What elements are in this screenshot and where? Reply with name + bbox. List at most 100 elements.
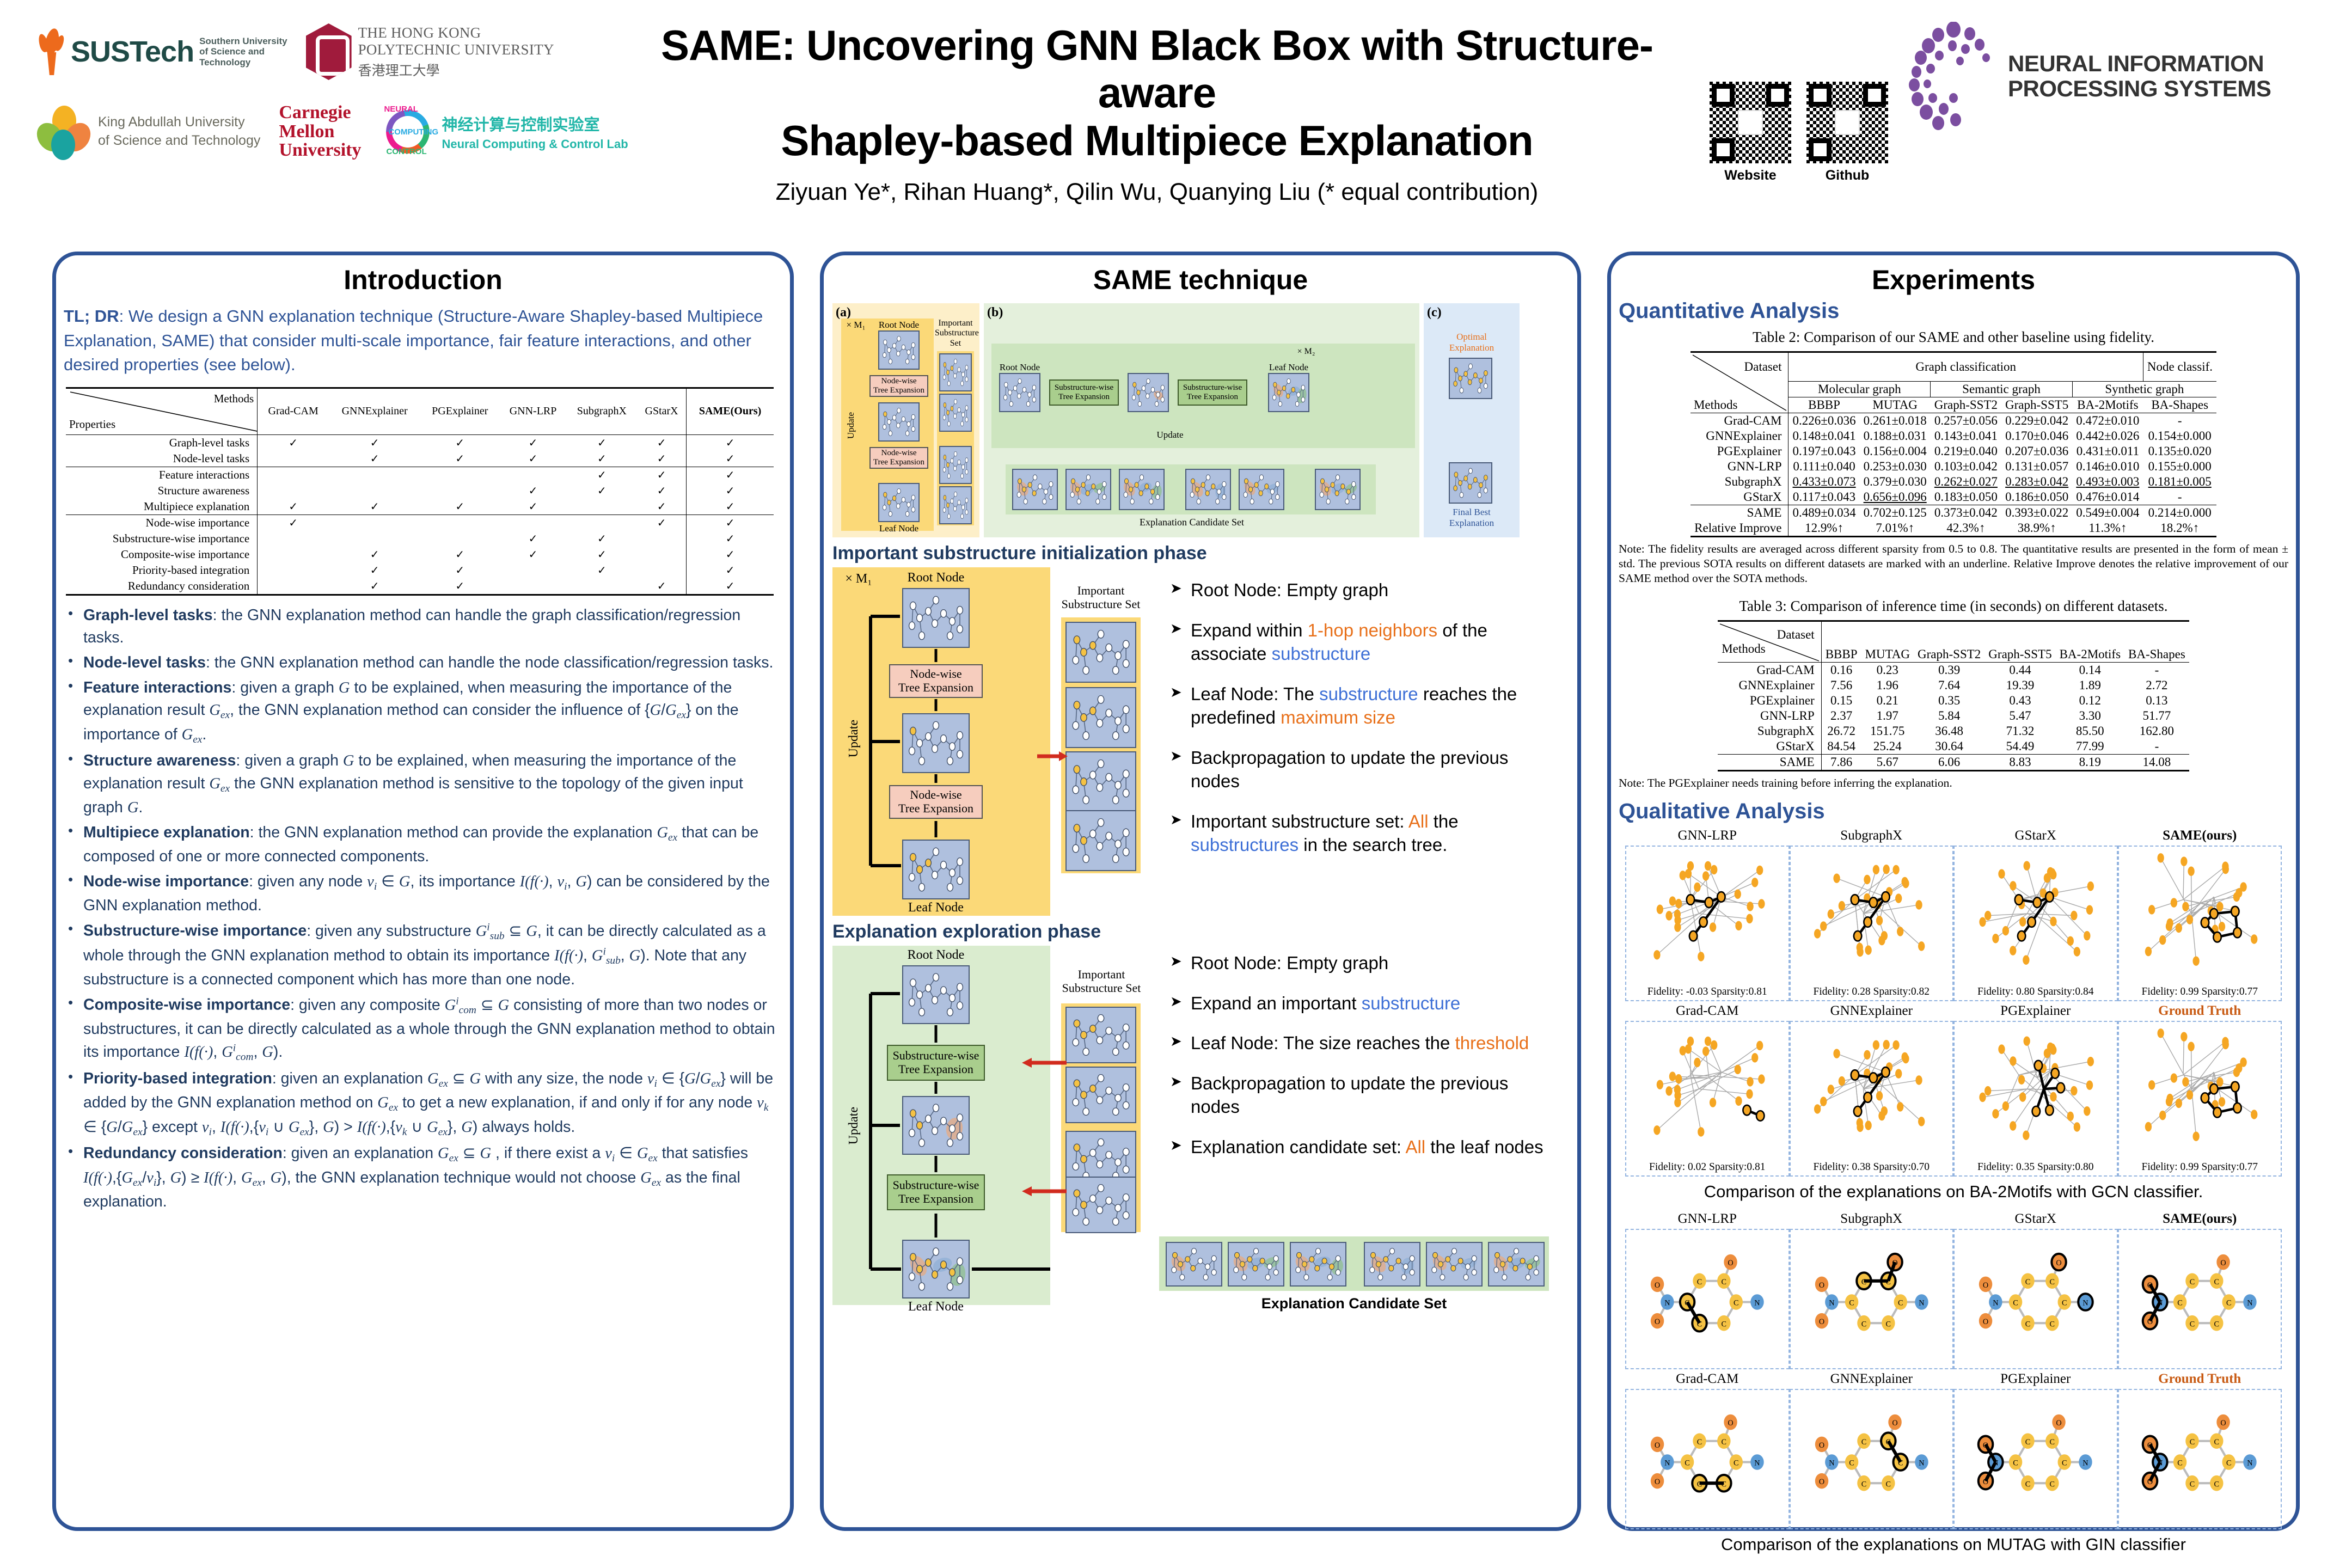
svg-text:C: C <box>1885 1320 1891 1328</box>
table2-cell: 0.183±0.050 <box>1934 490 1998 504</box>
github-qr-code[interactable] <box>1806 82 1888 163</box>
empty-cell <box>567 514 637 531</box>
svg-text:O: O <box>1818 1281 1824 1289</box>
overview-graph-b1 <box>999 373 1040 412</box>
overview-m1-label: × M₁ <box>846 320 866 330</box>
table3-cell: 3.30 <box>2079 708 2101 722</box>
overview-graph-a1 <box>878 330 920 370</box>
svg-text:C: C <box>1861 1480 1866 1489</box>
table2-cell: 0.379±0.030 <box>1863 475 1927 488</box>
table2-improve-cell: 38.9%↑ <box>2017 521 2056 535</box>
bullet-text: : the GNN explanation method can handle … <box>83 606 741 647</box>
table3-cell: 0.43 <box>2009 693 2031 707</box>
svg-text:C: C <box>2062 1459 2067 1467</box>
fidelity-sparsity-label: Fidelity: 0.02 Sparsity:0.81 <box>1649 1161 1766 1173</box>
svg-text:O: O <box>1818 1441 1824 1449</box>
overview-optimal-line-2: Explanation <box>1449 342 1494 353</box>
property-label: Structure awareness <box>157 483 250 497</box>
overview-optimal-line-1: Optimal <box>1456 332 1487 342</box>
table-row: Grad-CAM 0.226±0.036 0.261±0.018 0.257±0.05… <box>1690 413 2216 428</box>
table-row: PGExplainer 0.197±0.043 0.156±0.004 0.219±0… <box>1690 444 2216 459</box>
technique-bullet: Backpropagation to update the previous n… <box>1167 746 1559 793</box>
github-qr-cell[interactable]: Github <box>1806 82 1888 183</box>
table2-cell: 0.186±0.050 <box>2005 490 2069 504</box>
col-head-gnn-lrp: GNN-LRP <box>509 405 557 418</box>
nccl-ring-icon: NEURAL COMPUTING CONTROL <box>379 103 438 160</box>
table-row: PGExplainer 0.15 0.21 0.35 0.43 0.12 0.13 <box>1718 693 2189 708</box>
corner-methods-label: Methods <box>213 391 254 405</box>
table3-cell: 0.23 <box>1876 663 1898 677</box>
phase2-set-line-1: Important <box>1077 967 1125 981</box>
svg-text:C: C <box>2025 1480 2031 1489</box>
check-mark: ✓ <box>455 500 465 513</box>
table2-same-cell: 0.549±0.004 <box>2076 506 2140 519</box>
table2-improve-cell: 42.3%↑ <box>1946 521 1986 535</box>
check-mark: ✓ <box>370 452 379 465</box>
col-head-grad-cam: Grad-CAM <box>257 388 329 435</box>
check-mark: ✓ <box>686 450 774 467</box>
table2-method-label: SubgraphX <box>1724 475 1782 488</box>
table2-method-label: GStarX <box>1743 490 1782 504</box>
svg-text:O: O <box>1728 1259 1733 1267</box>
phase1-diagram: × M₁ Root Node Node-wise Tree Expansion N… <box>832 567 1569 916</box>
technique-bullet: Root Node: Empty graph <box>1167 578 1559 602</box>
empty-cell <box>257 482 329 499</box>
check-mark: ✓ <box>657 469 666 481</box>
phase2-set-item-4 <box>1065 1177 1136 1233</box>
table2-note-text: Note: The fidelity results are averaged … <box>1619 542 2288 585</box>
overview-graph-b2 <box>1128 373 1169 412</box>
table2-same-cell: 0.702±0.125 <box>1863 506 1927 519</box>
table2-cell: 0.226±0.036 <box>1788 413 1860 428</box>
empty-cell <box>329 531 420 547</box>
table2-same-cell: 0.373±0.042 <box>1934 506 1998 519</box>
overview-final-line-2: Explanation <box>1449 518 1494 529</box>
check-mark: ✓ <box>686 434 774 451</box>
table2-col-bbbp: BBBP <box>1788 397 1860 413</box>
empty-cell <box>637 531 687 547</box>
website-qr-cell[interactable]: Website <box>1710 82 1791 183</box>
table3-same-cell: 8.19 <box>2079 755 2101 769</box>
svg-text:C: C <box>1885 1277 1891 1286</box>
svg-text:C: C <box>2189 1437 2195 1446</box>
svg-text:O: O <box>1655 1281 1660 1289</box>
svg-text:C: C <box>2013 1459 2018 1467</box>
svg-text:N: N <box>1829 1298 1834 1307</box>
overview-graph-a3 <box>878 483 920 522</box>
table2-same-cell: 0.214±0.000 <box>2148 506 2212 519</box>
table3-corner-cell: Dataset Methods <box>1718 621 1821 662</box>
overview-update-label-a: Update <box>846 412 856 439</box>
svg-text:N: N <box>1754 1298 1760 1307</box>
mutag-row2-cells: CCCCCCONNOOCCCCCCONNOOCCCCCCONNOOCCCCCCO… <box>1625 1388 2282 1529</box>
phase2-leaf-node-label: Leaf Node <box>908 1300 964 1314</box>
bullet-term: Node-level tasks <box>83 654 206 672</box>
property-label: Redundancy consideration <box>127 579 250 592</box>
table3-cell: 0.39 <box>1938 663 1961 677</box>
table3-cell: 0.14 <box>2079 663 2101 677</box>
table3-method-label: GStarX <box>1776 739 1815 753</box>
empty-cell <box>567 499 637 515</box>
overview-tag-a: (a) <box>836 305 851 320</box>
svg-text:O: O <box>1728 1419 1733 1428</box>
table2-note: Note: The fidelity results are averaged … <box>1619 542 2288 586</box>
bullet-term: Substructure-wise importance <box>83 922 307 940</box>
phase1-graph-root <box>902 588 970 648</box>
table2-col-ba-shapes: BA-Shapes <box>2143 397 2216 413</box>
table2-cell: 0.219±0.040 <box>1934 444 1998 458</box>
check-mark: ✓ <box>370 564 379 577</box>
sustech-sub-3: Technology <box>199 57 251 68</box>
check-mark: ✓ <box>657 517 666 529</box>
poster-title-line-1: SAME: Uncovering GNN Black Box with Stru… <box>661 21 1653 117</box>
svg-text:C: C <box>1697 1277 1702 1286</box>
hkpu-line-3: 香港理工大學 <box>358 63 440 78</box>
table2-cell: 0.261±0.018 <box>1863 414 1927 427</box>
property-bullet: Multipiece explanation: the GNN explanat… <box>62 820 780 868</box>
table3-cell: 84.54 <box>1821 738 1861 755</box>
explanation-graph-cell: Fidelity: 0.38 Sparsity:0.70 <box>1789 1020 1953 1177</box>
empty-cell <box>329 514 420 531</box>
website-qr-code[interactable] <box>1710 82 1791 163</box>
properties-comparison-table: Methods Properties Grad-CAM GNNExplainer… <box>66 387 774 596</box>
method-header: Ground Truth <box>2158 1003 2241 1018</box>
svg-text:O: O <box>1983 1318 1988 1326</box>
